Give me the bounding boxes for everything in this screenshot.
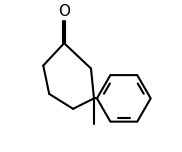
Text: O: O <box>58 4 70 19</box>
